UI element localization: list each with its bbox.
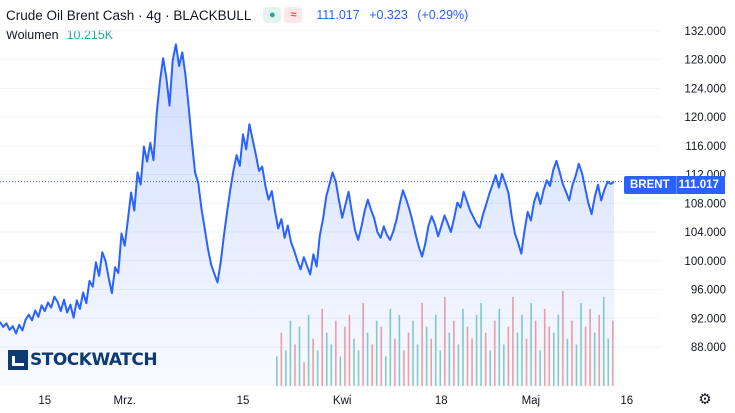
y-tick-label: 132.000 — [684, 26, 726, 38]
x-tick-label: Maj — [522, 395, 541, 407]
volume-legend: Wolumen 10.215K — [6, 28, 468, 42]
volume-label[interactable]: Wolumen — [6, 28, 59, 42]
symbol-title[interactable]: Crude Oil Brent Cash · 4g · BLACKBULL — [6, 7, 252, 23]
price-change-pct: (+0.29%) — [417, 8, 469, 22]
y-tick-label: 96.000 — [691, 285, 726, 297]
y-tick-label: 100.000 — [684, 256, 726, 268]
price-tag-value: 111.017 — [675, 176, 725, 194]
logo-mark-icon — [8, 350, 28, 370]
compare-icon[interactable]: ≈ — [284, 7, 303, 23]
y-tick-label: 128.000 — [684, 55, 726, 67]
x-tick-label: 18 — [435, 395, 448, 407]
y-tick-label: 92.000 — [691, 313, 726, 325]
x-tick-label: 15 — [237, 395, 250, 407]
price-tag: BRENT 111.017 — [624, 176, 725, 194]
gear-icon[interactable]: ⚙ — [698, 391, 712, 408]
price-change: +0.323 — [369, 8, 408, 22]
y-tick-label: 88.000 — [691, 342, 726, 354]
price-area — [0, 44, 614, 387]
y-tick-label: 120.000 — [684, 112, 726, 124]
price-line — [0, 43, 615, 335]
logo-text: STOCKWATCH — [30, 350, 158, 370]
y-tick-label: 104.000 — [684, 227, 726, 239]
price-tag-symbol: BRENT — [624, 176, 676, 194]
x-tick-label: Mrz. — [114, 395, 136, 407]
dot-icon[interactable]: ● — [263, 7, 282, 23]
y-axis[interactable]: 132.000128.000124.000120.000116.000112.0… — [684, 26, 726, 354]
x-tick-label: 15 — [38, 395, 51, 407]
chart-legend: Crude Oil Brent Cash · 4g · BLACKBULL ● … — [6, 5, 468, 42]
x-tick-label: Kwi — [333, 395, 352, 407]
last-price: 111.017 — [316, 8, 360, 22]
x-tick-label: 16 — [620, 395, 633, 407]
y-tick-label: 108.000 — [684, 198, 726, 210]
stockwatch-logo: STOCKWATCH — [8, 350, 158, 370]
y-tick-label: 116.000 — [685, 141, 726, 153]
x-axis[interactable]: 15 Mrz. 15 Kwi 18 Maj 16 — [38, 395, 633, 407]
quote-values: 111.017 +0.323 (+0.29%) — [316, 8, 468, 22]
indicator-pills[interactable]: ● ≈ — [263, 7, 303, 23]
y-tick-label: 124.000 — [684, 83, 726, 95]
volume-value: 10.215K — [66, 28, 114, 42]
